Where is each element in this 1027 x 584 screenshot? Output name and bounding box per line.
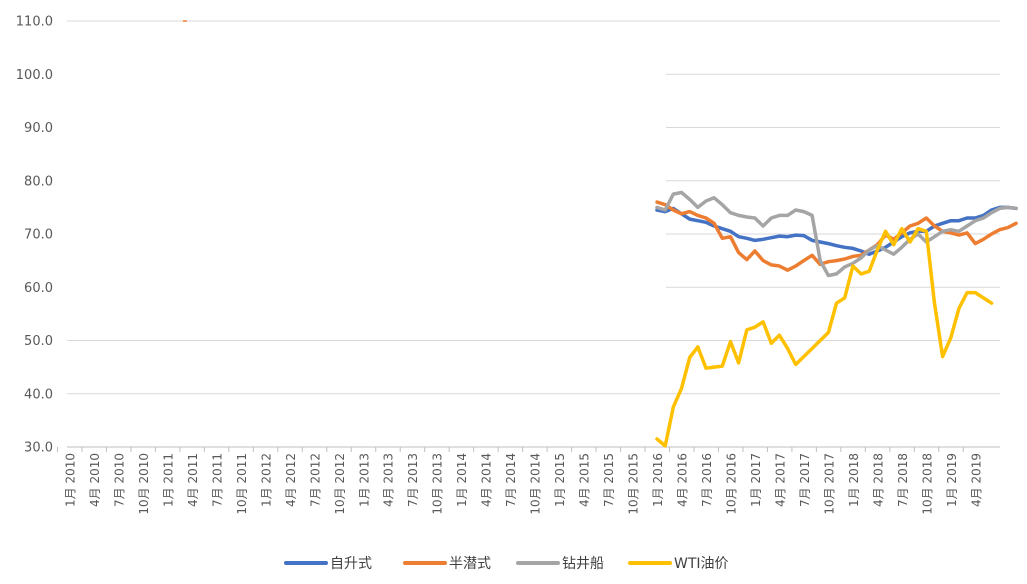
x-tick-label: 1月 2011: [161, 453, 175, 507]
y-tick-label: 30.0: [24, 441, 53, 456]
series-lines: [182, 20, 1018, 448]
x-tick-label: 7月 2016: [700, 453, 714, 507]
y-tick-label: 50.0: [24, 334, 53, 349]
x-tick-label: 4月 2018: [871, 453, 885, 507]
legend-label: 半潜式: [449, 556, 491, 572]
x-tick-label: 7月 2014: [504, 453, 518, 507]
x-tick-label: 1月 2016: [651, 453, 665, 507]
x-tick-label: 10月 2015: [627, 453, 641, 515]
x-tick-label: 1月 2018: [847, 453, 861, 507]
x-tick-label: 4月 2016: [676, 453, 690, 507]
x-tick-label: 4月 2013: [382, 453, 396, 507]
y-tick-label: 110.0: [16, 15, 53, 30]
y-tick-label: 90.0: [24, 121, 53, 136]
gridlines: [67, 20, 1000, 448]
y-axis: 30.0 40.0 50.0 60.0 70.0 80.0 90.0 100.0 110.0: [16, 15, 53, 456]
x-tick-label: 7月 2012: [308, 453, 322, 507]
series-line-2: [655, 190, 1018, 278]
y-tick-label: 70.0: [24, 228, 53, 243]
x-tick-label: 7月 2010: [112, 453, 126, 507]
x-tick-label: 10月 2018: [920, 453, 934, 515]
legend-label: WTI油价: [674, 556, 729, 572]
x-tick-label: 1月 2015: [553, 453, 567, 507]
x-tick-label: 4月 2010: [88, 453, 102, 507]
x-tick-label: 1月 2012: [259, 453, 273, 507]
x-tick-label: 7月 2017: [798, 453, 812, 507]
legend-label: 自升式: [330, 556, 372, 572]
x-tick-label: 10月 2012: [333, 453, 347, 515]
y-tick-label: 100.0: [16, 68, 53, 83]
legend: 自升式 半潜式 钻井船 WTI油价: [284, 556, 729, 572]
x-tick-label: 4月 2012: [284, 453, 298, 507]
x-tick-label: 4月 2019: [969, 453, 983, 507]
x-tick-label: 4月 2017: [773, 453, 787, 507]
x-tick-label: 4月 2011: [186, 453, 200, 507]
x-axis: 1月 2010 4月 2010 7月 2010 10月 2010 1月 2011 4月 2…: [57, 447, 983, 515]
y-tick-label: 40.0: [24, 387, 53, 402]
legend-label: 钻井船: [562, 556, 604, 572]
x-tick-label: 10月 2014: [529, 453, 543, 515]
x-tick-label: 10月 2011: [235, 453, 249, 515]
x-tick-label: 1月 2014: [455, 453, 469, 507]
x-tick-label: 4月 2014: [480, 453, 494, 507]
x-tick-label: 10月 2010: [137, 453, 151, 515]
x-tick-label: 7月 2018: [896, 453, 910, 507]
x-tick-label: 7月 2011: [210, 453, 224, 507]
x-tick-label: 4月 2015: [578, 453, 592, 507]
series-line-3: [655, 226, 994, 448]
y-tick-label: 60.0: [24, 281, 53, 296]
x-tick-label: 1月 2019: [945, 453, 959, 507]
series-line-1: [655, 200, 1018, 272]
x-tick-label: 10月 2017: [822, 453, 836, 515]
y-tick-label: 80.0: [24, 174, 53, 189]
x-tick-label: 1月 2017: [749, 453, 763, 507]
x-tick-label: 1月 2013: [357, 453, 371, 507]
x-tick-label: 1月 2010: [64, 453, 78, 507]
x-tick-label: 7月 2013: [406, 453, 420, 507]
x-tick-label: 7月 2015: [602, 453, 616, 507]
x-tick-label: 10月 2013: [431, 453, 445, 515]
x-tick-label: 10月 2016: [724, 453, 738, 515]
